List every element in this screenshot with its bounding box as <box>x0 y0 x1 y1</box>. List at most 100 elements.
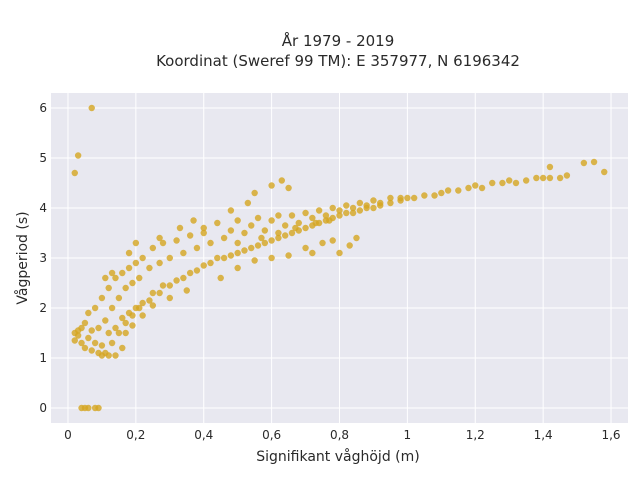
scatter-point <box>261 239 269 247</box>
scatter-point <box>71 169 78 177</box>
scatter-point <box>159 282 167 289</box>
scatter-point <box>421 192 428 199</box>
y-tick-label: 4 <box>39 201 47 215</box>
scatter-point <box>136 274 143 282</box>
scatter-point <box>580 159 588 167</box>
scatter-point <box>139 312 146 319</box>
scatter-point <box>88 327 95 334</box>
y-tick-label: 3 <box>39 251 47 265</box>
x-tick-label: 0,8 <box>330 428 349 442</box>
scatter-point <box>91 304 99 312</box>
scatter-point <box>295 219 302 227</box>
scatter-point <box>370 197 377 204</box>
scatter-point <box>108 269 116 277</box>
scatter-point <box>112 352 119 359</box>
scatter-point <box>119 314 126 322</box>
y-tick-label: 0 <box>39 401 47 415</box>
x-tick-label: 1,4 <box>534 428 553 442</box>
x-tick-label: 0,6 <box>262 428 281 442</box>
y-tick-label: 2 <box>39 301 47 315</box>
scatter-point <box>78 324 85 332</box>
scatter-point <box>95 404 102 412</box>
scatter-point <box>302 224 309 232</box>
scatter-point <box>556 174 564 182</box>
scatter-point <box>81 319 89 327</box>
scatter-point <box>136 304 143 312</box>
scatter-point <box>156 234 163 242</box>
scatter-point <box>85 334 92 342</box>
scatter-point <box>248 244 255 252</box>
x-tick-label: 0 <box>64 428 72 442</box>
chart-subtitle: Koordinat (Sweref 99 TM): E 357977, N 61… <box>156 52 520 70</box>
scatter-point <box>112 274 119 282</box>
scatter-point <box>166 254 173 262</box>
scatter-point <box>129 312 136 319</box>
scatter-point <box>404 194 411 202</box>
scatter-point <box>173 237 180 244</box>
scatter-point <box>74 152 82 159</box>
scatter-point <box>387 194 394 202</box>
scatter-point <box>302 209 309 217</box>
scatter-point <box>275 229 282 237</box>
scatter-point <box>193 267 201 274</box>
scatter-point <box>105 329 112 337</box>
scatter-point <box>356 207 364 214</box>
scatter-point <box>346 242 353 249</box>
scatter-point <box>251 257 258 264</box>
scatter-point <box>146 264 153 272</box>
scatter-point <box>292 224 299 232</box>
scatter-point <box>268 237 275 244</box>
scatter-point <box>95 324 102 332</box>
scatter-point <box>315 207 323 214</box>
x-tick-label: 1,2 <box>466 428 485 442</box>
scatter-point <box>88 104 95 112</box>
scatter-point <box>156 289 163 297</box>
scatter-point <box>336 249 343 257</box>
scatter-point <box>533 174 540 182</box>
scatter-point <box>122 284 129 292</box>
scatter-point <box>173 277 180 284</box>
x-tick-labels: 0 0,2 0,4 0,6 0,8 1 1,2 1,4 1,6 <box>64 428 620 442</box>
scatter-point <box>146 297 153 304</box>
scatter-point <box>105 352 112 359</box>
scatter-point <box>539 174 547 182</box>
points-layer <box>71 104 608 412</box>
scatter-point <box>105 284 112 292</box>
scatter-point <box>227 207 235 214</box>
x-tick-label: 0,2 <box>126 428 145 442</box>
scatter-point <box>268 217 275 224</box>
scatter-point <box>102 274 109 282</box>
scatter-point <box>180 274 187 282</box>
scatter-point <box>149 302 157 309</box>
scatter-point <box>78 339 85 347</box>
scatter-point <box>455 187 462 194</box>
scatter-point <box>139 299 146 307</box>
scatter-point <box>465 184 472 192</box>
scatter-point <box>275 212 282 219</box>
scatter-point <box>248 222 255 229</box>
scatter-point <box>214 254 221 262</box>
scatter-point <box>166 282 173 289</box>
scatter-point <box>132 239 140 247</box>
scatter-point <box>85 404 92 412</box>
scatter-point <box>353 234 360 242</box>
scatter-point <box>356 199 364 207</box>
scatter-point <box>281 232 289 239</box>
scatter-point <box>563 172 571 179</box>
scatter-point <box>268 254 275 262</box>
scatter-point <box>319 239 326 247</box>
scatter-point <box>546 174 554 182</box>
scatter-point <box>336 207 343 214</box>
scatter-point <box>288 212 296 219</box>
scatter-point <box>81 344 89 352</box>
scatter-point <box>234 249 241 257</box>
scatter-point <box>200 224 207 232</box>
x-tick-label: 1,6 <box>601 428 620 442</box>
scatter-point <box>88 347 95 354</box>
y-tick-label: 5 <box>39 151 47 165</box>
scatter-point <box>207 239 214 247</box>
scatter-point <box>119 344 126 352</box>
scatter-point <box>489 179 496 187</box>
scatter-point <box>499 179 506 187</box>
scatter-point <box>115 329 123 337</box>
